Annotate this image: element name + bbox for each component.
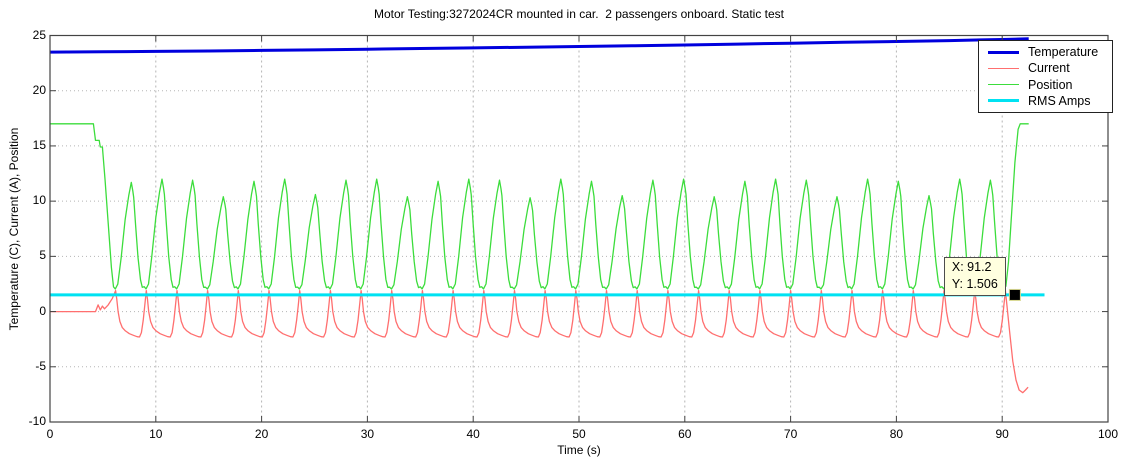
y-axis-label: Temperature (C), Current (A), Position [7,127,21,331]
legend-item-position[interactable]: Position [979,77,1112,92]
y-tick-label: 5 [39,248,46,263]
x-tick-label: 40 [466,427,480,441]
legend[interactable]: Temperature Current Position RMS Amps [978,40,1113,113]
datatip-marker[interactable] [1008,288,1021,301]
legend-label: RMS Amps [1028,93,1091,108]
x-tick-label: 90 [995,427,1009,441]
legend-label: Current [1028,61,1070,76]
x-tick-label: 0 [46,427,54,441]
x-tick-label: 20 [254,427,269,441]
y-tick-label: 15 [32,137,46,152]
x-tick-label: 30 [360,427,375,441]
legend-label: Temperature [1028,45,1099,60]
x-tick-label: 70 [783,427,798,441]
datatip-x-value: X: 91.2 [951,259,992,274]
legend-line-sample [988,83,1019,86]
temperature-line [49,37,1029,54]
y-tick-label: 25 [32,27,46,42]
datatip[interactable]: X: 91.2 Y: 1.506 [943,256,1006,296]
legend-label: Position [1028,77,1073,92]
x-axis-label: Time (s) [557,443,601,457]
legend-line-sample [988,99,1019,103]
y-tick-label: 0 [39,303,46,318]
legend-line-sample [988,50,1019,54]
legend-line-sample [988,67,1019,70]
legend-item-current[interactable]: Current [979,61,1112,76]
position-line [50,123,1029,290]
x-tick-label: 80 [889,427,904,441]
y-tick-label: -10 [28,414,46,428]
current-line [50,289,1029,394]
x-tick-label: 60 [678,427,692,441]
y-tick-label: 10 [32,193,46,208]
x-tick-label: 100 [1097,427,1119,441]
datatip-y-value: Y: 1.506 [951,276,998,291]
x-tick-label: 50 [572,427,586,441]
y-tick-label: 20 [32,82,46,97]
plot-border [49,34,1109,423]
x-tick-label: 10 [149,427,163,441]
y-tick-label: -5 [35,358,46,373]
legend-item-temperature[interactable]: Temperature [979,45,1112,60]
chart-title: Motor Testing:3272024CR mounted in car. … [373,7,785,21]
legend-item-rms-amps[interactable]: RMS Amps [979,93,1112,108]
